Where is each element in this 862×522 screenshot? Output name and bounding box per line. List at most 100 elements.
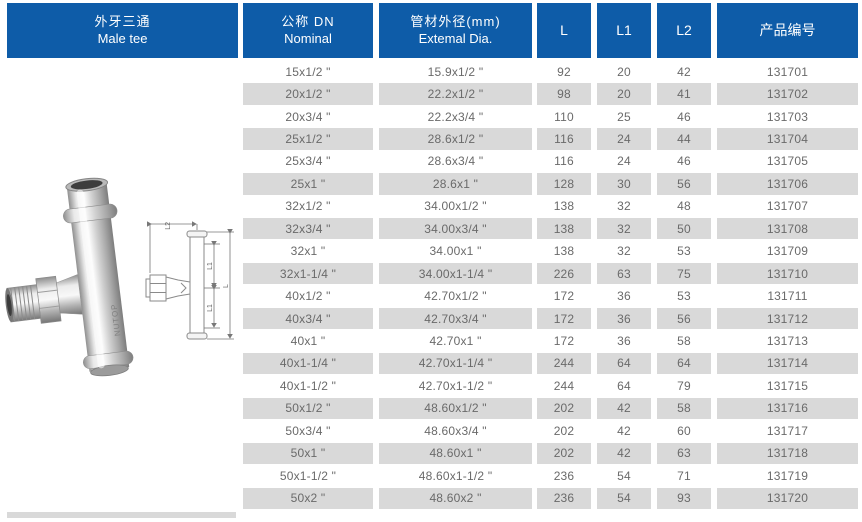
external-dia-cell: 42.70x1 "	[429, 334, 482, 349]
product-code-cell: 131714	[717, 352, 858, 375]
l-cell: 110	[554, 109, 574, 124]
header-product-code: 产品编号	[717, 3, 858, 58]
l2-cell: 58	[657, 397, 711, 420]
l-cell: 138	[553, 199, 575, 214]
l2-cell: 42	[677, 64, 691, 79]
l2-cell: 41	[657, 83, 711, 105]
external-dia-cell: 15.9x1/2 "	[427, 64, 484, 79]
header-nominal-zh: 公称 DN	[281, 13, 335, 29]
product-code-cell: 131719	[766, 468, 809, 483]
l-cell: 116	[537, 128, 591, 150]
table-row: 25x1/2 " 28.6x1/2 " 116 24 44 131704	[0, 128, 862, 150]
table-row: 40x1/2 " 42.70x1/2 " 172 36 53 131711	[0, 286, 862, 307]
hex-facet-line	[39, 305, 60, 309]
product-code-cell: 131718	[717, 442, 858, 464]
l1-cell: 64	[617, 378, 631, 393]
external-dia-cell: 28.6x1/2 "	[379, 128, 532, 150]
table-footer-bar	[7, 512, 236, 518]
table-row: 40x1-1/2 " 42.70x1-1/2 " 244 64 79 13171…	[0, 375, 862, 396]
l2-cell: 93	[657, 487, 711, 509]
l2-cell: 50	[657, 218, 711, 240]
external-dia-cell: 34.00x1/2 "	[424, 199, 487, 214]
nominal-cell: 40x1-1/2 "	[279, 378, 337, 393]
header-external-dia-en: Extemal Dia.	[418, 30, 493, 46]
table-row: 40x3/4 " 42.70x3/4 " 172 36 56 131712	[0, 307, 862, 330]
nominal-cell: 20x3/4 "	[285, 109, 331, 124]
nominal-cell: 20x1/2 "	[243, 83, 373, 105]
table-row: 40x1 " 42.70x1 " 172 36 58 131713	[0, 330, 862, 351]
external-dia-cell: 48.60x1-1/2 "	[418, 468, 493, 483]
nominal-cell: 32x3/4 "	[243, 218, 373, 240]
nominal-cell: 25x1 "	[243, 173, 373, 195]
product-code-cell: 131710	[717, 263, 858, 285]
external-dia-cell: 42.70x1-1/4 "	[379, 352, 532, 375]
l-cell: 98	[537, 83, 591, 105]
tee-fitting-graphic: NUTOP	[5, 177, 134, 377]
press-bead-top	[63, 203, 118, 224]
l-cell: 244	[537, 352, 591, 375]
header-product-en: Male tee	[97, 30, 148, 46]
tee-outline	[145, 230, 208, 340]
brand-marking: NUTOP	[109, 303, 122, 337]
l2-cell: 64	[657, 352, 711, 375]
external-dia-cell: 42.70x1-1/2 "	[418, 378, 493, 393]
l-cell: 116	[554, 154, 574, 169]
table-row: 20x1/2 " 22.2x1/2 " 98 20 41 131702	[0, 83, 862, 105]
l-cell: 244	[553, 378, 575, 393]
l-cell: 138	[537, 218, 591, 240]
external-dia-cell: 22.2x1/2 "	[379, 83, 532, 105]
nominal-cell: 50x2 "	[243, 487, 373, 509]
dim-label-l: L	[223, 284, 230, 288]
nominal-cell: 25x3/4 "	[285, 154, 331, 169]
table-row: 50x3/4 " 48.60x3/4 " 202 42 60 131717	[0, 420, 862, 441]
header-product: 外牙三通 Male tee	[7, 3, 238, 58]
product-code-cell: 131712	[717, 307, 858, 330]
l2-cell: 58	[677, 334, 691, 349]
product-code-cell: 131715	[766, 378, 809, 393]
product-code-cell: 131716	[717, 397, 858, 420]
table-row: 32x1-1/4 " 34.00x1-1/4 " 226 63 75 13171…	[0, 263, 862, 285]
nominal-cell: 32x1-1/4 "	[243, 263, 373, 285]
header-l2: L2	[657, 3, 711, 58]
socket-bore	[70, 180, 103, 190]
l2-cell: 53	[677, 289, 691, 304]
l-cell: 236	[537, 487, 591, 509]
product-code-cell: 131701	[766, 64, 809, 79]
l1-cell: 54	[597, 487, 651, 509]
nominal-cell: 50x1/2 "	[243, 397, 373, 420]
l1-cell: 32	[617, 199, 631, 214]
l-cell: 202	[553, 423, 575, 438]
header-l1: L1	[597, 3, 651, 58]
nominal-cell: 40x1-1/4 "	[243, 352, 373, 375]
l1-cell: 36	[597, 307, 651, 330]
hex-facet-line	[37, 289, 58, 294]
table-row: 32x1 " 34.00x1 " 138 32 53 131709	[0, 241, 862, 262]
header-nominal-en: Nominal	[284, 30, 332, 46]
l1-cell: 54	[617, 468, 631, 483]
external-dia-cell: 42.70x3/4 "	[379, 307, 532, 330]
dim-label-l1-top: L1	[207, 262, 214, 270]
pipe-highlight	[76, 189, 105, 369]
header-nominal: 公称 DN Nominal	[243, 3, 373, 58]
external-dia-cell: 34.00x1-1/4 "	[379, 263, 532, 285]
table-row: 50x1 " 48.60x1 " 202 42 63 131718	[0, 442, 862, 464]
product-code-cell: 131720	[717, 487, 858, 509]
nominal-cell: 50x1-1/2 "	[279, 468, 337, 483]
l-cell: 172	[553, 334, 575, 349]
l2-cell: 60	[677, 423, 691, 438]
l2-cell: 63	[657, 442, 711, 464]
l-cell: 128	[537, 173, 591, 195]
product-code-cell: 131702	[717, 83, 858, 105]
header-external-dia: 管材外径(mm) Extemal Dia.	[379, 3, 532, 58]
header-l: L	[537, 3, 591, 58]
external-dia-cell: 34.00x1 "	[429, 244, 482, 259]
l1-cell: 24	[617, 154, 631, 169]
l1-cell: 63	[597, 263, 651, 285]
product-code-cell: 131708	[717, 218, 858, 240]
l-cell: 172	[553, 289, 575, 304]
external-dia-cell: 48.60x2 "	[379, 487, 532, 509]
table-row: 50x1/2 " 48.60x1/2 " 202 42 58 131716	[0, 397, 862, 420]
l1-cell: 20	[617, 64, 631, 79]
header-external-dia-zh: 管材外径(mm)	[410, 13, 501, 29]
l1-cell: 30	[597, 173, 651, 195]
